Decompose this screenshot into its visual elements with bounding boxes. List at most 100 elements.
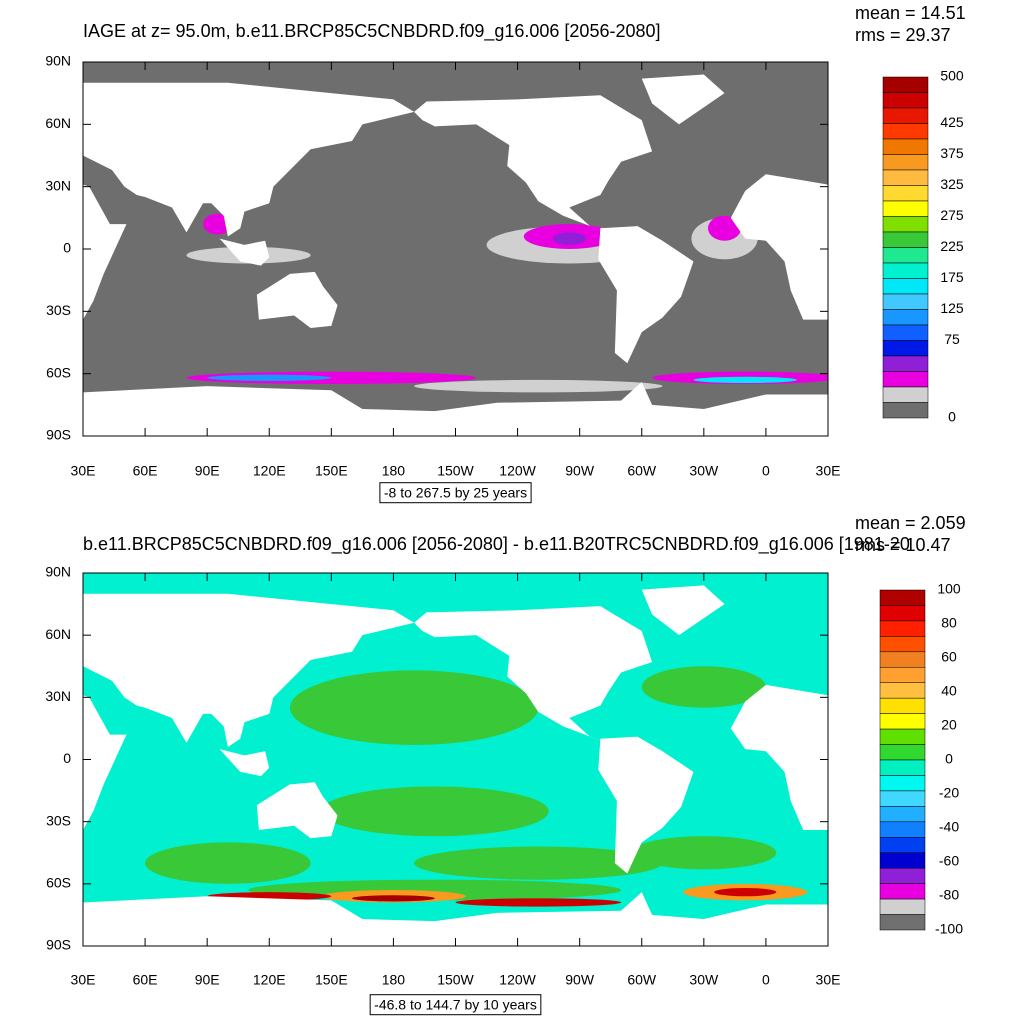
land xyxy=(598,226,694,364)
colorbar-label: 425 xyxy=(940,114,964,130)
colorbar-box xyxy=(882,247,929,264)
lon-label: 90E xyxy=(195,972,220,988)
colorbar-box xyxy=(879,898,926,915)
colorbar-box xyxy=(882,340,929,357)
colorbar-box xyxy=(879,821,926,838)
panel-title: b.e11.BRCP85C5CNBDRD.f09_g16.006 [2056-2… xyxy=(83,534,910,555)
colorbar-label: 75 xyxy=(944,331,960,347)
colorbar-label: 500 xyxy=(940,68,964,84)
colorbar-label: 0 xyxy=(945,751,953,767)
map xyxy=(83,62,828,436)
colorbar-box xyxy=(879,728,926,745)
lat-label: 90S xyxy=(46,937,71,953)
land xyxy=(83,82,415,237)
colorbar-box xyxy=(882,216,929,233)
colorbar-label: 275 xyxy=(940,207,964,223)
lat-label: 60N xyxy=(45,115,71,131)
land xyxy=(219,238,270,266)
panel-title: IAGE at z= 95.0m, b.e11.BRCP85C5CNBDRD.f… xyxy=(83,21,661,42)
land xyxy=(598,736,694,874)
land xyxy=(256,271,338,328)
lat-label: 90N xyxy=(45,53,71,69)
colorbar-box xyxy=(882,402,929,419)
colorbar-label: 0 xyxy=(948,409,956,425)
colorbar-box xyxy=(882,278,929,295)
colorbar-box xyxy=(879,759,926,776)
field-patch xyxy=(289,670,539,745)
lon-label: 30W xyxy=(689,463,719,479)
land xyxy=(641,74,725,125)
colorbar-label: 80 xyxy=(941,615,957,631)
lat-label: 0 xyxy=(63,240,71,256)
mean-label: mean = 2.059 xyxy=(855,513,966,533)
info-label: -8 to 267.5 by 25 years xyxy=(384,485,527,501)
lon-label: 60E xyxy=(133,463,158,479)
rms-label: rms = 29.37 xyxy=(855,25,951,45)
colorbar-label: 175 xyxy=(940,269,964,285)
colorbar-label: -20 xyxy=(939,785,959,801)
field-patch xyxy=(714,887,777,897)
lon-label: 90E xyxy=(195,463,220,479)
lon-label: 150W xyxy=(437,463,474,479)
land xyxy=(414,95,653,233)
colorbar-box xyxy=(882,76,929,93)
mean-label: mean = 14.51 xyxy=(855,3,966,23)
field-patch xyxy=(145,842,311,884)
colorbar-box xyxy=(879,806,926,823)
rms-label: rms = 10.47 xyxy=(855,535,951,555)
field-patch xyxy=(455,898,622,907)
colorbar-box xyxy=(882,262,929,279)
colorbar-box xyxy=(882,371,929,388)
lon-label: 30E xyxy=(816,972,841,988)
lon-label: 120W xyxy=(499,972,536,988)
colorbar-box xyxy=(882,355,929,372)
colorbar-box xyxy=(882,185,929,202)
colorbar-box xyxy=(879,744,926,761)
lon-label: 150E xyxy=(315,463,348,479)
lon-label: 30E xyxy=(816,463,841,479)
colorbar-box xyxy=(879,852,926,869)
land xyxy=(83,593,415,748)
lon-label: 30E xyxy=(71,972,96,988)
lat-label: 90N xyxy=(45,564,71,580)
colorbar-box xyxy=(879,713,926,730)
land xyxy=(83,892,828,946)
colorbar-box xyxy=(882,154,929,171)
colorbar-label: -80 xyxy=(939,887,959,903)
lon-label: 0 xyxy=(762,972,770,988)
field-patch xyxy=(693,376,797,384)
colorbar-box xyxy=(879,589,926,606)
lon-label: 120E xyxy=(253,463,286,479)
colorbar-box xyxy=(879,651,926,668)
field-patch xyxy=(320,786,549,837)
lon-label: 90W xyxy=(565,463,595,479)
field-patch xyxy=(631,836,777,870)
field-patch xyxy=(641,666,766,708)
colorbar-label: -100 xyxy=(935,921,963,937)
lat-label: 90S xyxy=(46,427,71,443)
lon-label: 60W xyxy=(627,463,657,479)
field-patch xyxy=(707,215,742,241)
lon-label: 150W xyxy=(437,972,474,988)
field-patch xyxy=(414,379,663,393)
field-patch xyxy=(352,895,435,902)
colorbar-box xyxy=(882,386,929,403)
colorbar-box xyxy=(879,790,926,807)
map-area xyxy=(83,62,828,436)
lon-label: 180 xyxy=(382,463,406,479)
lon-label: 120E xyxy=(253,972,286,988)
land xyxy=(83,184,127,320)
land xyxy=(256,782,338,839)
colorbar-label: 40 xyxy=(941,683,957,699)
map-area xyxy=(83,573,828,946)
colorbar-box xyxy=(882,123,929,140)
colorbar-box xyxy=(879,682,926,699)
colorbar-box xyxy=(879,620,926,637)
lon-label: 0 xyxy=(762,463,770,479)
colorbar-box xyxy=(882,92,929,109)
info-label: -46.8 to 144.7 by 10 years xyxy=(374,997,537,1013)
lat-label: 30S xyxy=(46,302,71,318)
lat-label: 30N xyxy=(45,688,71,704)
lat-label: 60S xyxy=(46,875,71,891)
